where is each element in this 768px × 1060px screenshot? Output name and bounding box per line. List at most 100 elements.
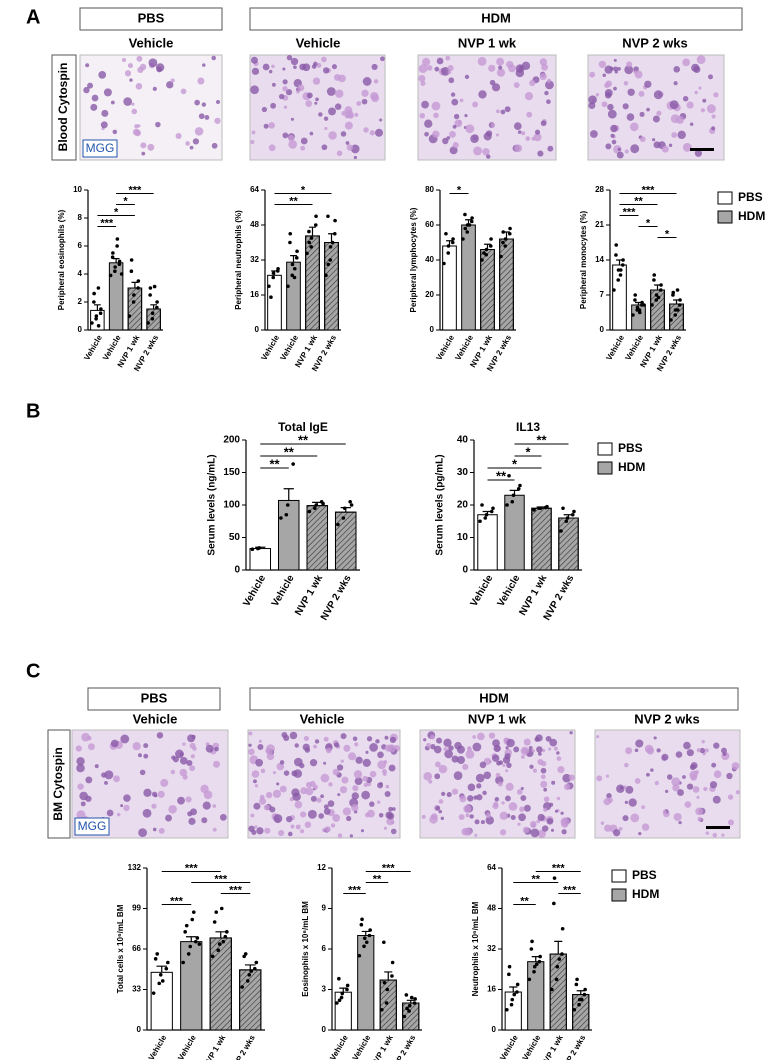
- cell: [554, 809, 558, 813]
- cell: [379, 782, 383, 786]
- y-tick-label: 0: [492, 1025, 497, 1034]
- data-point: [333, 218, 337, 223]
- cell: [727, 819, 734, 826]
- cell: [250, 139, 255, 145]
- cell: [324, 126, 328, 131]
- data-point: [572, 509, 576, 514]
- cell: [192, 138, 200, 145]
- cell: [682, 58, 691, 67]
- data-point: [635, 305, 640, 310]
- data-point: [507, 964, 512, 969]
- cell: [302, 743, 310, 751]
- data-point: [368, 928, 372, 932]
- cell: [426, 742, 432, 748]
- cell: [506, 738, 515, 748]
- cell: [691, 63, 700, 72]
- cell: [470, 134, 479, 143]
- cell: [328, 107, 336, 116]
- error-bar: [384, 971, 393, 981]
- cell: [300, 145, 306, 151]
- stain-label: MGG: [78, 819, 107, 833]
- cell: [346, 144, 354, 151]
- cell: [347, 112, 354, 119]
- y-axis-label: Serum levels (pg/mL): [435, 454, 446, 555]
- data-point: [510, 499, 515, 504]
- cell: [268, 144, 276, 152]
- cell: [451, 755, 459, 763]
- x-tick-label: NVP 2 wks: [389, 1033, 417, 1060]
- bar: [477, 514, 498, 571]
- cell: [713, 742, 720, 749]
- legend-swatch: [597, 442, 613, 456]
- cell: [101, 109, 109, 117]
- data-point: [652, 278, 656, 282]
- cell: [517, 822, 521, 826]
- cell: [613, 829, 621, 837]
- data-point: [561, 506, 565, 511]
- legend-label: HDM: [632, 887, 659, 901]
- cell: [87, 736, 92, 741]
- cell: [282, 79, 288, 85]
- cell: [635, 739, 644, 748]
- cell: [694, 149, 703, 157]
- cell: [537, 150, 544, 157]
- significance-label: **: [269, 456, 280, 471]
- cell: [212, 804, 217, 808]
- cell: [451, 788, 459, 795]
- cell: [504, 753, 511, 760]
- cell: [627, 88, 635, 96]
- significance-label: ***: [229, 884, 243, 896]
- cell: [293, 757, 303, 767]
- cell: [352, 785, 359, 792]
- cell: [553, 746, 558, 751]
- y-tick-label: 64: [487, 863, 496, 872]
- cell: [278, 829, 285, 837]
- cell: [383, 772, 387, 776]
- cell: [673, 812, 682, 822]
- data-point: [612, 288, 616, 292]
- cell: [328, 131, 337, 140]
- data-point: [560, 926, 565, 931]
- y-tick-label: 0: [78, 325, 83, 334]
- cell: [260, 768, 266, 774]
- error-bar: [185, 936, 197, 942]
- cell: [701, 740, 705, 744]
- cell: [622, 815, 629, 822]
- cell: [474, 819, 480, 825]
- cell: [143, 753, 149, 759]
- cell: [300, 137, 308, 145]
- cell: [214, 117, 221, 124]
- cell: [430, 734, 435, 740]
- cell: [348, 752, 357, 761]
- y-tick-label: 48: [250, 220, 259, 229]
- cell: [606, 793, 612, 799]
- cell: [600, 821, 605, 825]
- data-point: [90, 321, 94, 325]
- cell: [331, 64, 337, 70]
- cell: [76, 763, 85, 773]
- cell: [537, 752, 542, 756]
- cell: [529, 764, 534, 769]
- cell: [380, 56, 385, 62]
- cell: [343, 744, 351, 752]
- y-tick-label: 150: [223, 467, 240, 478]
- cell: [598, 60, 607, 69]
- cell: [257, 743, 264, 750]
- cell: [202, 801, 211, 810]
- cell: [342, 807, 352, 816]
- data-point: [402, 1014, 407, 1019]
- cell: [682, 95, 689, 102]
- significance-label: ***: [642, 184, 656, 196]
- significance-label: **: [520, 895, 529, 907]
- cell: [189, 742, 196, 749]
- cell: [489, 79, 496, 86]
- data-point: [257, 546, 262, 550]
- cell: [694, 770, 699, 775]
- cell: [424, 131, 429, 137]
- cell: [124, 70, 132, 77]
- x-tick-label: Vehicle: [241, 573, 268, 609]
- data-point: [284, 512, 289, 517]
- cell: [562, 818, 567, 823]
- cell: [201, 817, 208, 824]
